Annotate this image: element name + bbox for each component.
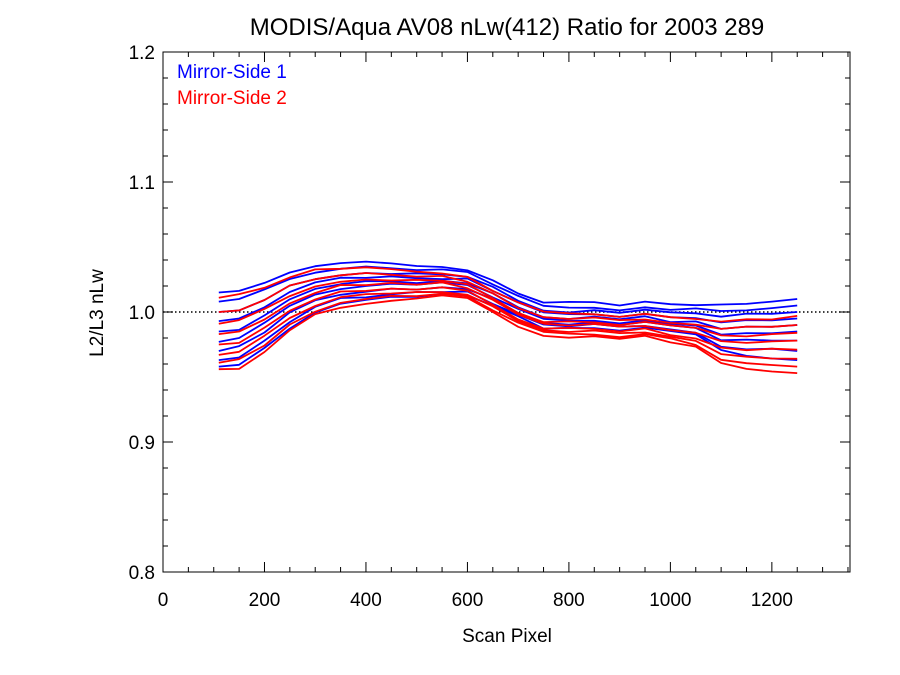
- x-tick-label: 600: [452, 590, 484, 611]
- y-tick-label: 1.2: [129, 43, 155, 64]
- legend: Mirror-Side 1 Mirror-Side 2: [177, 62, 287, 109]
- y-tick-label: 1.1: [129, 173, 155, 194]
- series-line: [218, 272, 798, 330]
- plot-lines: [218, 260, 798, 374]
- plot-frame: [162, 51, 851, 573]
- series-line: [218, 292, 798, 368]
- series-line: [218, 286, 798, 352]
- series-line: [218, 292, 798, 368]
- series-line: [218, 265, 798, 312]
- chart-title: MODIS/Aqua AV08 nLw(412) Ratio for 2003 …: [250, 14, 765, 41]
- series-line: [218, 281, 798, 344]
- legend-entry: Mirror-Side 2: [177, 88, 287, 109]
- x-axis-label: Scan Pixel: [462, 626, 552, 647]
- x-tick-label: 1000: [649, 590, 691, 611]
- x-tick-label: 400: [350, 590, 382, 611]
- y-tick-label: 1.0: [129, 303, 155, 324]
- x-tick-label: 1200: [751, 590, 793, 611]
- tick-labels: 0 200 400 600 800 1000 1200 0.8 0.9 1.0 1.1 1.2: [129, 43, 793, 611]
- series-line: [218, 260, 798, 307]
- series-line: [218, 290, 798, 361]
- series-line: [218, 278, 798, 338]
- series-line: [218, 294, 798, 374]
- series-line: [218, 266, 798, 323]
- y-axis-label: L2/L3 nLw: [87, 269, 108, 357]
- series-line: [218, 291, 798, 360]
- x-tick-label: 200: [249, 590, 281, 611]
- legend-entry: Mirror-Side 1: [177, 62, 287, 83]
- y-tick-label: 0.9: [129, 433, 155, 454]
- x-tick-label: 0: [158, 590, 169, 611]
- y-tick-label: 0.8: [129, 563, 155, 584]
- series-line: [218, 281, 798, 343]
- x-tick-label: 800: [553, 590, 585, 611]
